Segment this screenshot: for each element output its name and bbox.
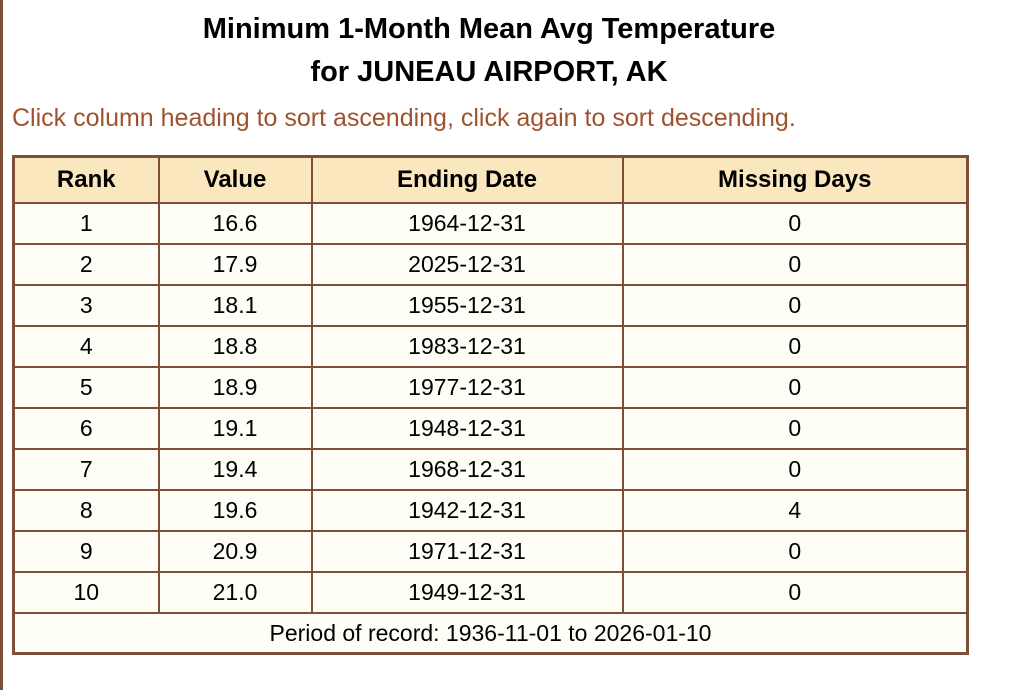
- table-cell: 2: [12, 243, 160, 286]
- table-row: 3 18.1 1955-12-31 0: [12, 284, 969, 327]
- table-cell: 0: [621, 243, 969, 286]
- table-cell: 19.4: [157, 448, 313, 491]
- table-cell: 1983-12-31: [310, 325, 624, 368]
- table-cell: 5: [12, 366, 160, 409]
- table-cell: 0: [621, 325, 969, 368]
- table-cell: 18.1: [157, 284, 313, 327]
- page-left-border: [0, 0, 3, 690]
- table-cell: 16.6: [157, 202, 313, 245]
- table-cell: 1964-12-31: [310, 202, 624, 245]
- table-cell: 0: [621, 284, 969, 327]
- table-footer: Period of record: 1936-11-01 to 2026-01-…: [12, 612, 969, 655]
- table-cell: 6: [12, 407, 160, 450]
- table-cell: 0: [621, 448, 969, 491]
- table-cell: 1948-12-31: [310, 407, 624, 450]
- table-cell: 18.8: [157, 325, 313, 368]
- table-cell: 4: [12, 325, 160, 368]
- table-row: 10 21.0 1949-12-31 0: [12, 571, 969, 614]
- table-row: 7 19.4 1968-12-31 0: [12, 448, 969, 491]
- table-cell: 1955-12-31: [310, 284, 624, 327]
- column-header-missing-days[interactable]: Missing Days: [621, 155, 969, 204]
- page-title: Minimum 1-Month Mean Avg Temperature for…: [12, 8, 966, 94]
- rank-table: Rank Value Ending Date Missing Days 1 16.…: [12, 155, 969, 655]
- table-cell: 0: [621, 530, 969, 573]
- table-cell: 17.9: [157, 243, 313, 286]
- table-cell: 0: [621, 571, 969, 614]
- table-cell: 0: [621, 366, 969, 409]
- table-cell: 1: [12, 202, 160, 245]
- table-body: 1 16.6 1964-12-31 0 2 17.9 2025-12-31 0 3 18.1 195…: [12, 202, 969, 614]
- table-cell: 0: [621, 407, 969, 450]
- table-cell: 8: [12, 489, 160, 532]
- table-header: Rank Value Ending Date Missing Days: [12, 155, 969, 204]
- page-title-line1: Minimum 1-Month Mean Avg Temperature: [202, 13, 776, 45]
- table-cell: 1949-12-31: [310, 571, 624, 614]
- table-row: 8 19.6 1942-12-31 4: [12, 489, 969, 532]
- table-cell: 1942-12-31: [310, 489, 624, 532]
- table-cell: 4: [621, 489, 969, 532]
- period-of-record: Period of record: 1936-11-01 to 2026-01-…: [12, 612, 969, 655]
- column-header-rank[interactable]: Rank: [12, 155, 160, 204]
- table-cell: 21.0: [157, 571, 313, 614]
- table-cell: 2025-12-31: [310, 243, 624, 286]
- column-header-ending-date[interactable]: Ending Date: [310, 155, 624, 204]
- table-cell: 19.1: [157, 407, 313, 450]
- table-row: 4 18.8 1983-12-31 0: [12, 325, 969, 368]
- table-row: 9 20.9 1971-12-31 0: [12, 530, 969, 573]
- table-row: 6 19.1 1948-12-31 0: [12, 407, 969, 450]
- table-header-row: Rank Value Ending Date Missing Days: [12, 155, 969, 204]
- table-cell: 1977-12-31: [310, 366, 624, 409]
- table-row: 2 17.9 2025-12-31 0: [12, 243, 969, 286]
- content-area: Minimum 1-Month Mean Avg Temperature for…: [12, 8, 969, 655]
- table-cell: 0: [621, 202, 969, 245]
- table-cell: 10: [12, 571, 160, 614]
- table-row: 1 16.6 1964-12-31 0: [12, 202, 969, 245]
- table-cell: 3: [12, 284, 160, 327]
- table-cell: 1971-12-31: [310, 530, 624, 573]
- table-cell: 7: [12, 448, 160, 491]
- table-footer-row: Period of record: 1936-11-01 to 2026-01-…: [12, 612, 969, 655]
- table-cell: 1968-12-31: [310, 448, 624, 491]
- table-cell: 20.9: [157, 530, 313, 573]
- column-header-value[interactable]: Value: [157, 155, 313, 204]
- table-cell: 9: [12, 530, 160, 573]
- table-row: 5 18.9 1977-12-31 0: [12, 366, 969, 409]
- table-cell: 19.6: [157, 489, 313, 532]
- page-title-line2: for JUNEAU AIRPORT, AK: [310, 56, 668, 88]
- sort-instructions: Click column heading to sort ascending, …: [12, 104, 796, 132]
- table-cell: 18.9: [157, 366, 313, 409]
